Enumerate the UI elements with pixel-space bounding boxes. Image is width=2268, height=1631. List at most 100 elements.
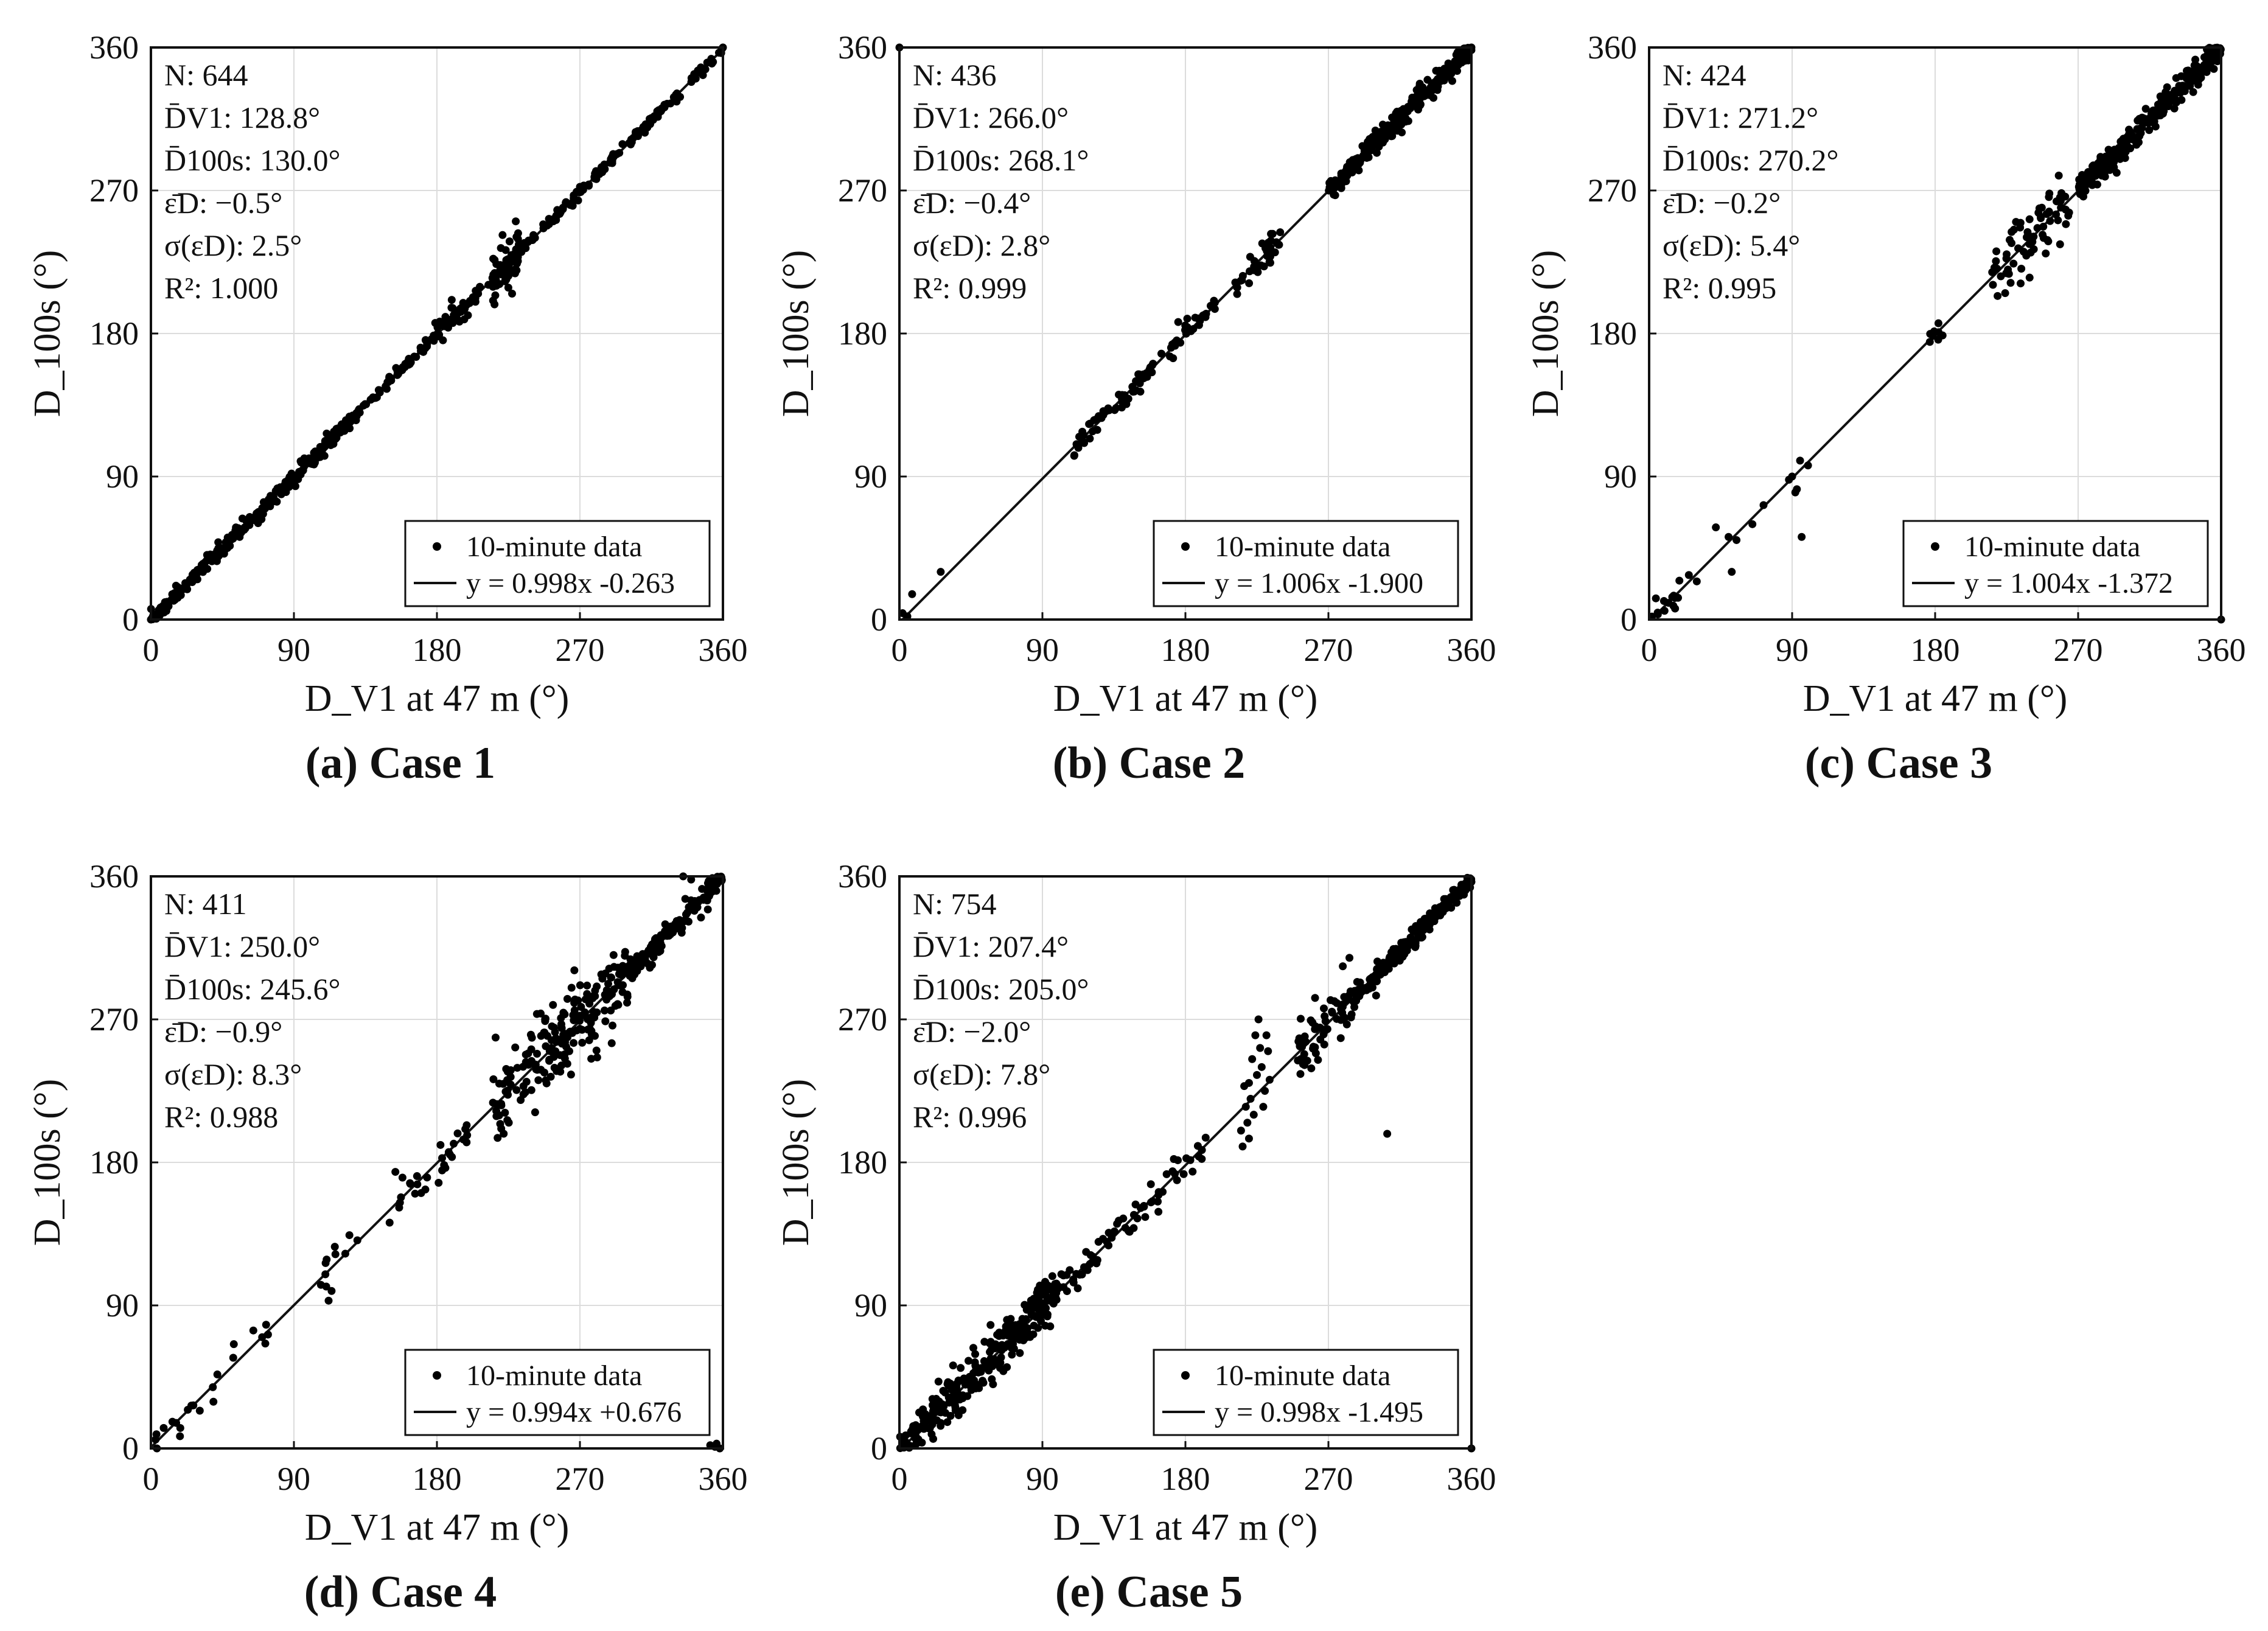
data-point [635,958,643,966]
plot-frame [898,875,1473,1450]
data-point [1124,394,1132,403]
x-tick-label: 0 [1641,632,1658,668]
data-point [1233,290,1241,298]
data-point [551,1047,560,1055]
data-point [576,981,584,990]
data-point [585,1015,593,1023]
data-point [1442,896,1450,904]
data-point [1075,433,1083,441]
data-point [1377,128,1386,136]
data-point [549,1001,557,1009]
data-point [2042,250,2050,258]
data-point [1141,1213,1150,1221]
data-point [570,999,579,1007]
data-point [1675,576,1684,585]
data-point [176,591,185,599]
panel-caption: (b) Case 2 [1053,738,1246,788]
data-point [1018,1315,1027,1323]
data-point [423,340,431,348]
data-point [383,385,391,393]
data-point [1333,999,1341,1007]
panel-2: 0 90 180 270 360 0 90 180 270 360 N: 436 D̄V1: 266.… [775,29,1496,788]
data-point [1009,1335,1017,1343]
data-point [1094,412,1103,421]
data-point [1254,1015,1263,1024]
data-point [2112,169,2121,177]
data-point [563,994,571,1003]
data-point [2161,90,2169,99]
data-point [991,1344,999,1353]
stat-text: D̄100s: 270.2° [1663,143,1838,177]
x-tick-label: 270 [1304,632,1353,668]
x-tick-label: 0 [143,1461,159,1497]
data-point [438,1154,447,1162]
data-point [1434,905,1442,913]
data-point [1034,1302,1042,1311]
data-point [2191,68,2200,77]
data-point [565,1047,574,1055]
data-point [929,1434,938,1443]
data-point [172,581,180,590]
data-point [1136,379,1144,388]
data-point [1459,55,1468,64]
data-point [490,273,498,282]
data-point [986,1321,995,1329]
legend-marker-dot [1181,1371,1190,1380]
data-point [334,428,343,436]
data-point [1353,977,1361,986]
data-point [559,205,567,214]
data-point [605,992,614,1001]
data-point [370,394,379,402]
data-point [706,58,714,67]
data-point [1210,296,1218,305]
data-point [213,1370,222,1378]
data-point [1210,305,1219,313]
data-point [249,1326,257,1335]
data-point [1266,236,1275,245]
data-point [1238,1142,1247,1151]
data-point [1311,994,1319,1002]
data-point [299,466,307,475]
data-point [209,1397,218,1406]
data-point [1245,279,1254,287]
data-point [1264,1047,1272,1055]
y-axis-label: D_100s (°) [775,250,817,417]
stat-text: N: 754 [913,887,997,921]
data-point [423,1173,431,1182]
plot-frame [150,46,724,621]
data-point [1162,1170,1171,1178]
data-point [1300,1032,1309,1041]
data-point [489,1075,498,1083]
data-point [561,1038,570,1047]
plot-frame [898,46,1473,621]
data-point [1059,1271,1068,1280]
data-point [2012,218,2020,226]
data-point [953,1389,961,1397]
stat-text: D̄100s: 268.1° [913,143,1089,177]
data-point [503,1067,512,1076]
data-point [1409,927,1418,936]
legend-label-scatter: 10-minute data [466,531,642,563]
data-point [646,114,654,123]
data-point [595,170,604,178]
data-point [945,1399,954,1407]
data-point [649,953,658,962]
data-point [391,1168,400,1176]
stat-text: D̄V1: 271.2° [1663,100,1818,134]
data-point [508,290,516,298]
data-point [1788,472,1796,481]
data-point [1154,1207,1163,1216]
data-point [355,408,364,417]
x-tick-label: 270 [556,632,605,668]
data-point [663,932,671,940]
data-point [1298,1043,1307,1051]
y-tick-label: 360 [89,29,139,66]
data-point [935,1397,943,1406]
data-point [1934,319,1942,327]
data-point [297,458,305,467]
data-point [1027,1307,1035,1316]
data-point [534,1076,543,1084]
data-point [162,600,171,609]
data-point [971,1350,980,1358]
data-point [1366,982,1374,990]
